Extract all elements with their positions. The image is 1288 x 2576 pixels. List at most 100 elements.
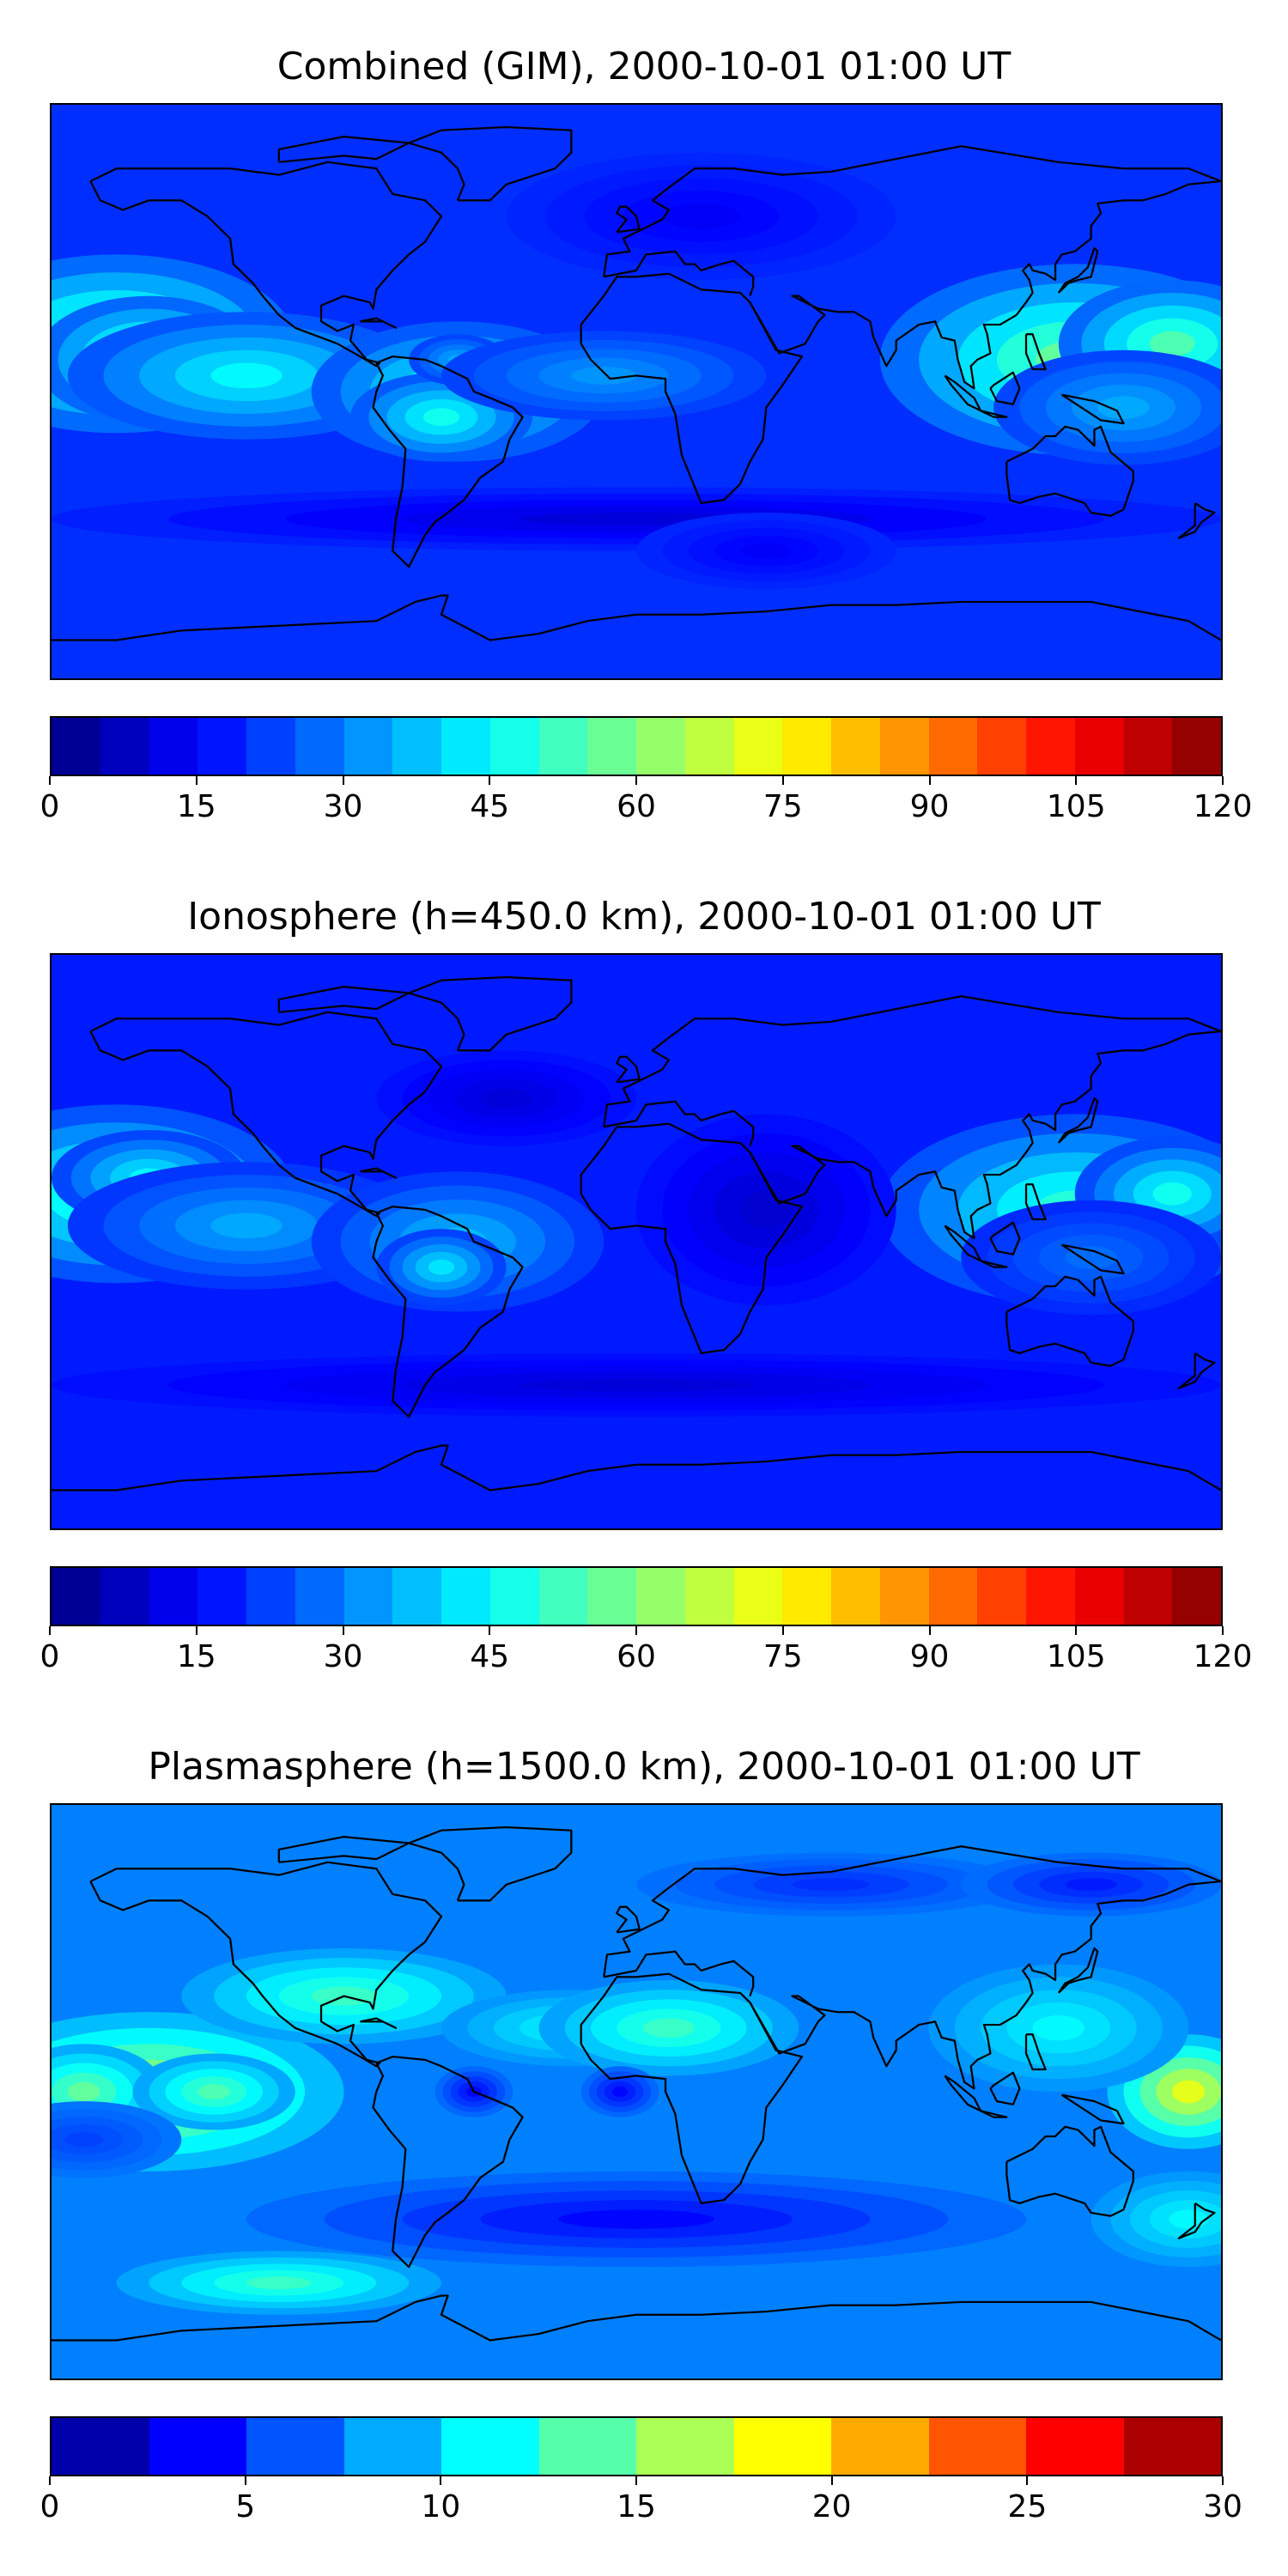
coastline <box>1177 2202 1216 2239</box>
colorbar-segment <box>1123 1568 1173 1625</box>
colorbar-segment <box>733 2418 831 2475</box>
tec-contour <box>662 204 741 229</box>
tec-contour <box>558 2209 714 2229</box>
colorbar-segment <box>343 1568 393 1625</box>
coastline <box>1057 1097 1099 1144</box>
colorbar <box>50 716 1223 776</box>
colorbar-tick-label: 20 <box>811 2489 852 2524</box>
colorbar-segment <box>246 718 295 775</box>
colorbar-segment <box>684 1568 734 1625</box>
colorbar-tick <box>49 1626 51 1635</box>
colorbar-tick <box>781 1626 784 1635</box>
colorbar-tick-label: 90 <box>909 1639 950 1674</box>
coastline <box>277 985 410 1013</box>
colorbar-segment <box>295 718 344 775</box>
tec-contour <box>740 543 793 559</box>
tec-contours <box>52 105 1221 678</box>
colorbar-segment <box>831 1568 880 1625</box>
coastline <box>749 179 1221 390</box>
colorbar-segment <box>441 718 490 775</box>
colorbar-segment <box>52 2418 149 2475</box>
colorbar-segment <box>149 718 198 775</box>
coastline <box>944 2075 982 2112</box>
coastline <box>52 2294 1221 2342</box>
map-svg <box>52 955 1221 1528</box>
colorbar-tick <box>635 1626 637 1635</box>
tec-contour <box>210 362 283 389</box>
coastline <box>89 1861 443 2068</box>
colorbar-segment <box>928 2418 1026 2475</box>
colorbar-tick-label: 90 <box>909 789 950 824</box>
coastline <box>603 250 755 297</box>
colorbar-segment <box>441 2418 539 2475</box>
colorbar-tick <box>195 1626 197 1635</box>
tec-contour <box>792 1878 871 1892</box>
coastline <box>372 1206 524 1419</box>
coastline <box>1057 246 1099 294</box>
tec-contours <box>52 1805 1221 2379</box>
colorbar <box>50 2416 1223 2476</box>
colorbar-segment <box>1074 1568 1124 1625</box>
colorbar-tick-label: 45 <box>470 1639 510 1674</box>
colorbar-segment <box>636 1568 685 1625</box>
coastline <box>603 145 1221 277</box>
tec-contour <box>1065 1878 1117 1892</box>
tec-contour <box>1032 2014 1085 2041</box>
colorbar-segment <box>831 718 880 775</box>
colorbar-segment <box>928 718 978 775</box>
coastline <box>1177 501 1216 539</box>
colorbar-tick <box>928 1626 931 1635</box>
colorbar-segment <box>295 1568 344 1625</box>
coastlines <box>52 125 1221 641</box>
coastline <box>1024 1183 1047 1221</box>
colorbar-segment <box>538 718 588 775</box>
tec-contours <box>52 955 1221 1528</box>
colorbar-tick <box>342 776 344 785</box>
coastline <box>580 272 804 505</box>
coastline <box>1024 333 1047 371</box>
colorbar-segment <box>782 1568 831 1625</box>
colorbar-tick <box>1075 1626 1078 1635</box>
tec-contour <box>422 408 460 427</box>
colorbar-segment <box>197 1568 246 1625</box>
colorbar-tick-label: 15 <box>176 789 216 824</box>
colorbar-segment <box>831 2418 929 2475</box>
colorbar-tick-label: 0 <box>39 789 60 824</box>
colorbar-tick <box>635 2476 637 2485</box>
colorbar-tick-label: 25 <box>1007 2489 1048 2524</box>
coastlines <box>52 1826 1221 2342</box>
colorbar-segment <box>1172 1568 1221 1625</box>
coastline <box>372 355 524 568</box>
colorbar-segment <box>149 2418 246 2475</box>
colorbar-tick-label: 10 <box>421 2489 461 2524</box>
coastline <box>980 1260 1008 1268</box>
colorbar-tick-label: 60 <box>617 1639 656 1674</box>
coastline <box>408 125 573 202</box>
colorbar-tick <box>342 1626 344 1635</box>
colorbar-tick <box>49 2476 51 2485</box>
tec-contour <box>197 2084 231 2099</box>
coastline <box>1060 393 1125 425</box>
colorbar-segment <box>879 1568 929 1625</box>
colorbar-ticks: 0 5 10 15 20 25 30 <box>40 2476 1242 2524</box>
tec-contour <box>1169 2209 1208 2229</box>
colorbar-tick <box>195 776 197 785</box>
coastline <box>989 1221 1021 1255</box>
colorbar-tick <box>781 776 784 785</box>
coastline <box>89 161 443 368</box>
colorbar-segment <box>538 2418 636 2475</box>
tec-contour <box>740 1190 793 1230</box>
coastline <box>1005 425 1134 517</box>
tec-contour <box>1152 1182 1192 1206</box>
colorbar-segment <box>1123 2418 1221 2475</box>
colorbar-tick <box>489 776 491 785</box>
colorbar-tick-label: 60 <box>617 789 656 824</box>
colorbar-tick-label: 120 <box>1193 1639 1253 1674</box>
colorbar-tick-label: 105 <box>1046 1639 1106 1674</box>
colorbar-tick <box>1222 776 1224 785</box>
colorbar-tick <box>635 776 637 785</box>
colorbar-segment <box>733 718 783 775</box>
tec-contour <box>1149 331 1195 357</box>
coastline <box>277 135 410 163</box>
colorbar-tick <box>1026 2476 1029 2485</box>
